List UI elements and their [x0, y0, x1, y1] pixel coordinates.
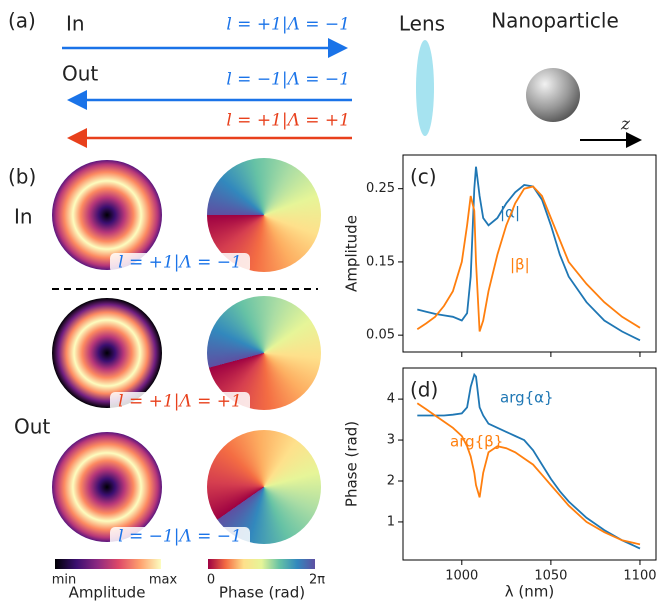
- y-tick-label: 0.15: [366, 254, 395, 269]
- x-tick-label: 1000: [445, 569, 478, 584]
- y-axis-label: Amplitude: [343, 215, 361, 292]
- overlay: l = +1|Λ = −1l = +1|Λ = +1l = −1|Λ = −1(…: [0, 0, 662, 601]
- series-label: arg{α}: [500, 389, 554, 407]
- panel-label: (d): [410, 378, 438, 402]
- state-label: l = +1|Λ = −1: [118, 253, 242, 273]
- y-tick-label: 2: [387, 473, 395, 488]
- series-label: |α|: [500, 204, 520, 222]
- panel-label: (c): [410, 165, 437, 189]
- y-tick-label: 0.25: [366, 181, 395, 196]
- x-axis-label: λ (nm): [505, 583, 554, 601]
- y-axis-label: Phase (rad): [343, 421, 361, 507]
- x-tick-label: 1100: [623, 569, 656, 584]
- series-label: |β|: [510, 256, 530, 274]
- x-tick-label: 1050: [534, 569, 567, 584]
- state-label: l = +1|Λ = +1: [118, 392, 242, 412]
- y-tick-label: 4: [387, 392, 395, 407]
- y-tick-label: 3: [387, 433, 395, 448]
- y-tick-label: 0.05: [366, 328, 395, 343]
- state-label: l = −1|Λ = −1: [118, 527, 242, 547]
- series-line: [417, 167, 640, 341]
- y-tick-label: 1: [387, 514, 395, 529]
- series-line: [417, 403, 640, 544]
- page: (a) In Out l = +1|Λ = −1 l = −1|Λ = −1 l…: [0, 0, 662, 601]
- axes-frame: [403, 155, 656, 352]
- series-label: arg{β}: [450, 433, 503, 451]
